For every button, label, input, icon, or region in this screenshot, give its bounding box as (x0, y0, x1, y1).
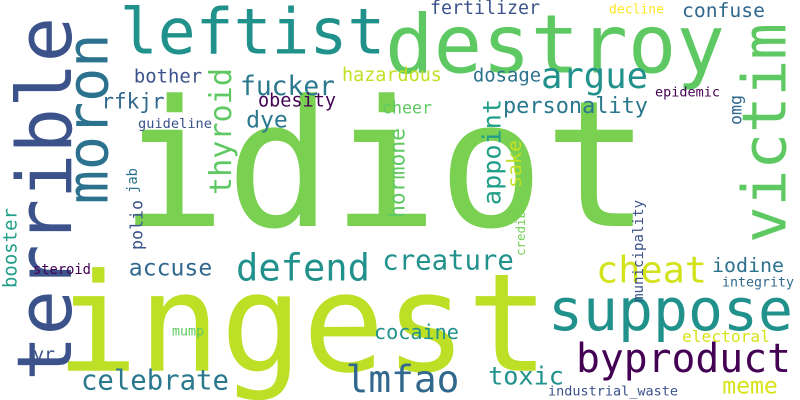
word-jab: jab (125, 168, 142, 193)
word-fertilizer: fertilizer (430, 0, 540, 19)
word-decline: decline (609, 2, 664, 18)
word-credible: credible (512, 196, 528, 256)
word-integrity: integrity (722, 275, 794, 291)
word-suppose: suppose (548, 275, 793, 344)
word-sake: sake (503, 140, 526, 188)
word-industrial-waste: industrial_waste (548, 383, 679, 400)
word-booster: booster (0, 208, 22, 288)
word-bother: bother (133, 65, 203, 88)
word-idiot: idiot (120, 63, 651, 268)
word-omg: omg (726, 95, 746, 125)
word-municipality: municipality (630, 200, 647, 302)
word-toxic: toxic (488, 361, 564, 391)
word-guideline: guideline (138, 116, 212, 133)
word-ingest: ingest (56, 244, 550, 400)
word-confuse: confuse (682, 0, 765, 23)
word-obesity: obesity (258, 90, 336, 112)
word-steroid: steroid (33, 262, 91, 279)
word-iodine: iodine (712, 254, 784, 277)
word-fucker: fucker (240, 71, 335, 102)
word-epidemic: epidemic (655, 84, 721, 101)
word-defend: defend (236, 246, 370, 290)
word-appoint: appoint (477, 98, 507, 206)
word-lmfao: lmfao (345, 357, 460, 400)
word-moron: moron (55, 33, 122, 205)
word-hormone: hormone (385, 127, 411, 218)
word-dye: dye (246, 107, 288, 134)
word-destroy: destroy (385, 0, 725, 93)
word-dosage: dosage (472, 64, 542, 87)
word-byproduct: byproduct (576, 336, 791, 383)
word-polio: polio (127, 200, 147, 250)
word-victim: victim (729, 23, 800, 243)
word-yr: yr (33, 344, 55, 366)
word-argue: argue (541, 56, 649, 98)
word-celebrate: celebrate (81, 365, 229, 397)
word-personality: personality (503, 94, 648, 120)
word-accuse: accuse (128, 255, 213, 282)
word-cheer: cheer (382, 98, 432, 118)
word-leftist: leftist (119, 0, 386, 69)
word-creature: creature (382, 245, 514, 277)
word-cheat: cheat (596, 248, 708, 292)
word-electoral: electoral (682, 326, 770, 346)
word-mump: mump (172, 324, 204, 340)
word-meme: meme (722, 373, 778, 400)
word-rfkjr: rfkjr (101, 89, 165, 114)
word-hazardous: hazardous (342, 64, 442, 86)
word-cocaine: cocaine (374, 319, 459, 344)
